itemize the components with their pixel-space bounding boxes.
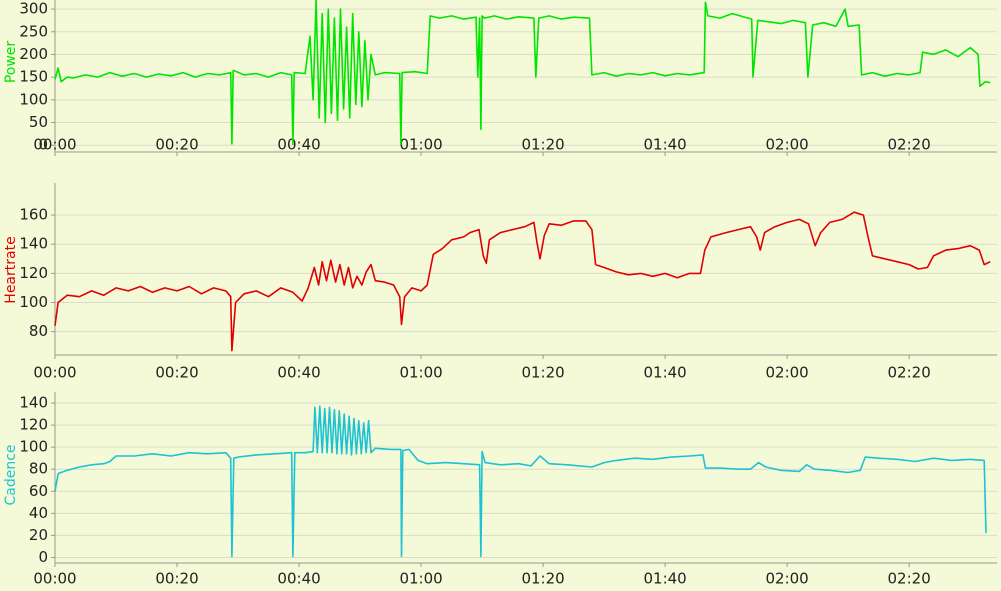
x-tick-label: 00:40 xyxy=(277,570,320,588)
y-tick-label: 60 xyxy=(29,482,48,500)
y-tick-label: 250 xyxy=(19,22,48,40)
y-axis-title: Power xyxy=(3,41,19,84)
x-tick-label: 00:00 xyxy=(33,364,76,382)
x-tick-label: 01:20 xyxy=(521,570,564,588)
y-tick-label: 100 xyxy=(19,438,48,456)
y-tick-label: 140 xyxy=(19,235,48,253)
x-tick-label: 01:20 xyxy=(521,136,564,154)
x-tick-label: 00:00 xyxy=(33,570,76,588)
y-tick-label: 100 xyxy=(19,90,48,108)
y-tick-label: 200 xyxy=(19,45,48,63)
x-tick-label: 02:20 xyxy=(888,136,931,154)
y-tick-label: 20 xyxy=(29,526,48,544)
y-tick-label: 0 xyxy=(38,548,48,566)
y-tick-label: 120 xyxy=(19,416,48,434)
x-tick-label: 02:00 xyxy=(766,364,809,382)
x-tick-label: 00:20 xyxy=(155,136,198,154)
y-tick-label: 150 xyxy=(19,68,48,86)
data-line xyxy=(54,0,991,146)
x-tick-label: 01:40 xyxy=(643,364,686,382)
x-tick-label: 01:40 xyxy=(643,136,686,154)
y-tick-label: 40 xyxy=(29,504,48,522)
y-axis-title: Heartrate xyxy=(3,236,19,303)
y-tick-label: 50 xyxy=(29,113,48,131)
y-tick-label: 100 xyxy=(19,293,48,311)
x-tick-label: 02:00 xyxy=(766,570,809,588)
x-tick-label: 01:20 xyxy=(521,364,564,382)
x-tick-label: 02:00 xyxy=(766,136,809,154)
x-tick-label: 00:20 xyxy=(155,364,198,382)
y-tick-label: 140 xyxy=(19,394,48,412)
x-tick-label: 02:20 xyxy=(888,570,931,588)
x-tick-label: 00:40 xyxy=(277,364,320,382)
x-tick-label: 01:00 xyxy=(399,570,442,588)
y-axis-title: Cadence xyxy=(3,444,19,505)
y-tick-label: 160 xyxy=(19,206,48,224)
x-tick-label: 01:00 xyxy=(399,364,442,382)
x-tick-label: 01:00 xyxy=(399,136,442,154)
y-tick-label: 0 xyxy=(38,136,48,154)
x-tick-label: 00:40 xyxy=(277,136,320,154)
x-tick-label: 00:20 xyxy=(155,570,198,588)
data-line xyxy=(54,405,987,558)
x-tick-label: 01:40 xyxy=(643,570,686,588)
x-tick-label: 02:20 xyxy=(888,364,931,382)
y-tick-label: 80 xyxy=(29,460,48,478)
y-tick-label: 300 xyxy=(19,0,48,18)
data-line xyxy=(54,211,991,352)
y-tick-label: 80 xyxy=(29,322,48,340)
x-tick-label: 00:00 xyxy=(33,136,76,154)
y-tick-label: 120 xyxy=(19,264,48,282)
